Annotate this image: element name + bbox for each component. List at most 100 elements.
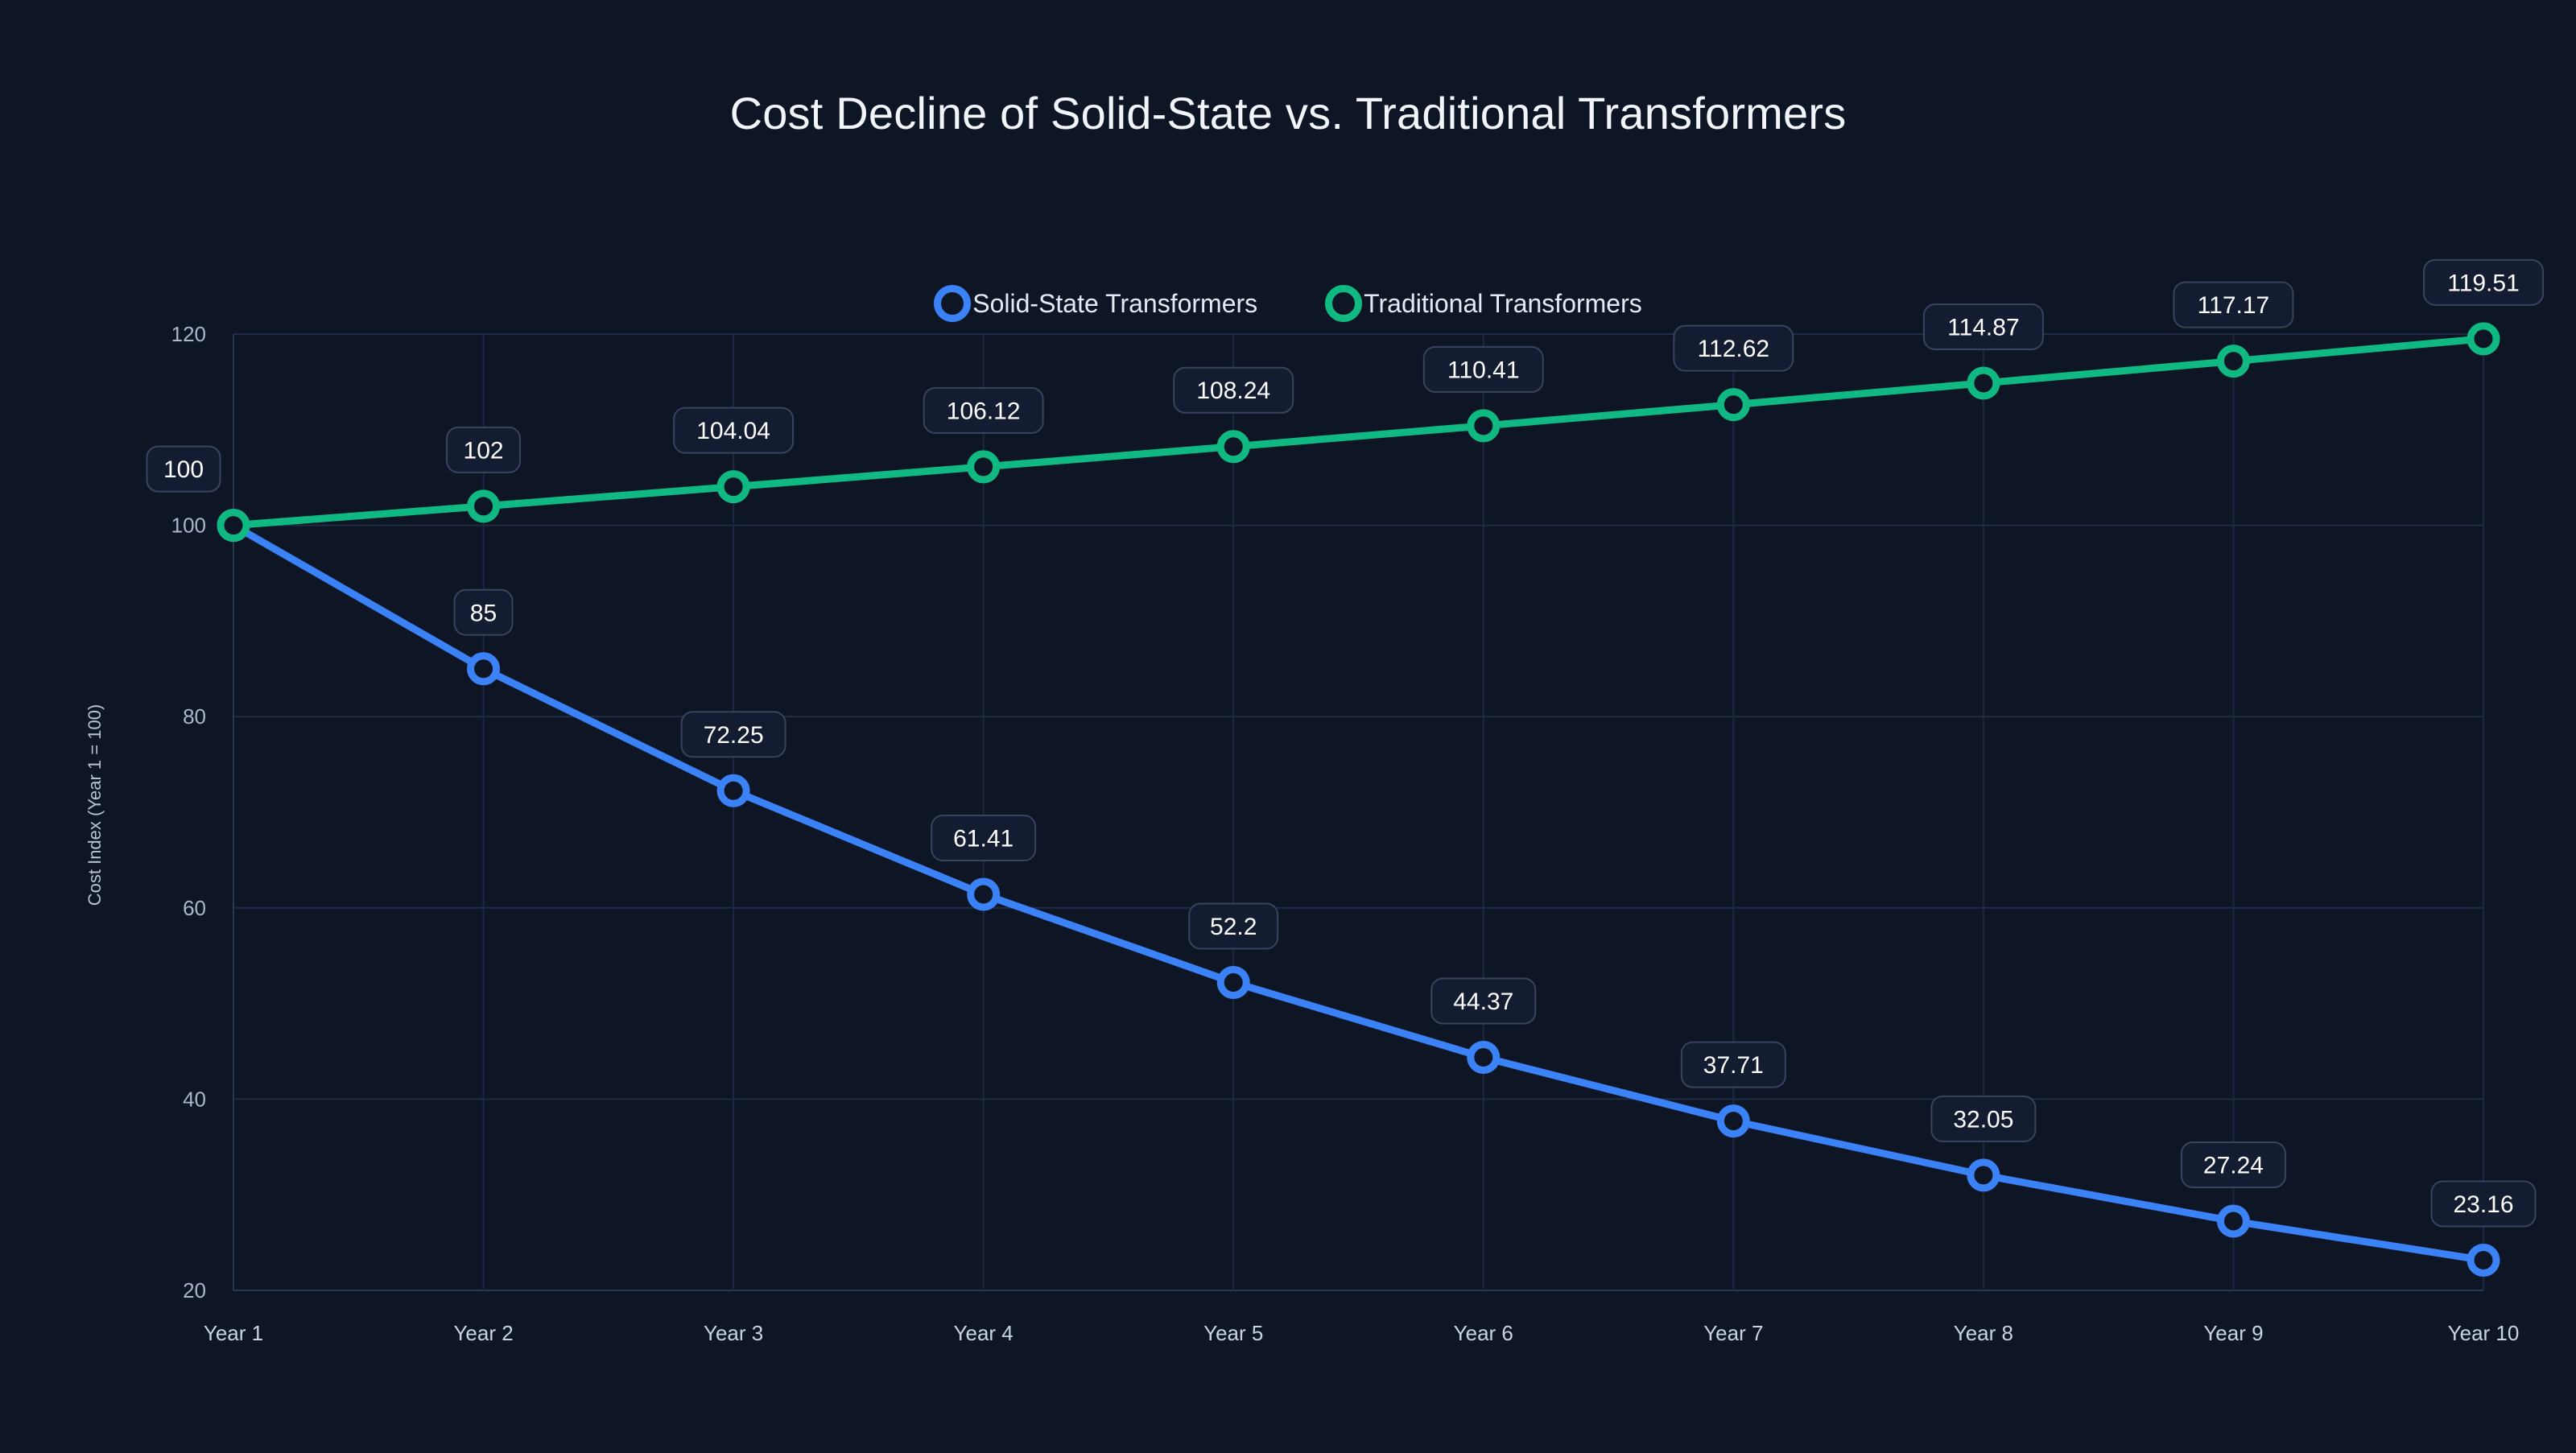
data-point-marker[interactable] [1716, 388, 1750, 422]
data-label: 106.12 [923, 386, 1044, 434]
data-point-marker[interactable] [1467, 1040, 1501, 1074]
legend-label-traditional: Traditional Transformers [1364, 289, 1642, 318]
data-label: 52.2 [1188, 902, 1279, 950]
data-label: 61.41 [931, 815, 1037, 862]
y-tick-label: 40 [183, 1087, 206, 1111]
data-label-text: 37.71 [1703, 1052, 1764, 1079]
data-label: 112.62 [1673, 324, 1794, 372]
data-point-marker[interactable] [467, 489, 501, 523]
data-label-box [453, 588, 514, 636]
data-point-marker[interactable] [2216, 1204, 2250, 1238]
data-label-text: 72.25 [704, 722, 764, 749]
data-label-box [1188, 902, 1279, 950]
x-tick-label: Year 4 [954, 1321, 1013, 1345]
x-tick-label: Year 8 [1954, 1321, 2013, 1345]
chart-legend: Solid-State Transformers Traditional Tra… [0, 285, 2576, 322]
data-point-marker[interactable] [2216, 345, 2250, 378]
x-tick-label: Year 9 [2203, 1321, 2263, 1345]
data-label-text: 23.16 [2453, 1191, 2513, 1218]
data-label-text: 119.51 [2447, 270, 2520, 296]
series-line-1 [229, 335, 2487, 530]
data-label-box [1422, 345, 1544, 393]
data-point-marker[interactable] [2467, 322, 2500, 356]
data-label-text: 44.37 [1453, 989, 1513, 1015]
data-point-marker[interactable] [1216, 430, 1250, 464]
data-label: 100 [146, 445, 221, 493]
legend-item-solid-state[interactable]: Solid-State Transformers [934, 285, 1257, 322]
data-label-text: 61.41 [953, 826, 1013, 852]
data-point-marker[interactable] [1967, 1158, 2000, 1192]
x-tick-label: Year 2 [453, 1321, 513, 1345]
data-label-box [923, 386, 1044, 434]
series-line-0 [229, 522, 2487, 1264]
x-tick-label: Year 5 [1203, 1321, 1263, 1345]
y-tick-label: 120 [171, 322, 206, 346]
data-point-marker[interactable] [1716, 1104, 1750, 1138]
data-label-box [2173, 281, 2294, 328]
data-label-box [1673, 324, 1794, 372]
data-label-box [673, 407, 795, 454]
data-point-marker[interactable] [1216, 965, 1250, 999]
data-point-marker[interactable] [467, 652, 501, 686]
x-tick-label: Year 1 [204, 1321, 263, 1345]
y-axis-title: Cost Index (Year 1 = 100) [85, 704, 105, 906]
x-tick-label: Year 10 [2448, 1321, 2520, 1345]
data-point-marker[interactable] [217, 509, 250, 543]
chart-title: Cost Decline of Solid-State vs. Traditio… [729, 88, 1847, 138]
data-label: 119.51 [2423, 258, 2544, 306]
data-label-box [1173, 366, 1294, 414]
data-label-box [1930, 1095, 2037, 1142]
data-label-box [2430, 1180, 2537, 1228]
data-label: 27.24 [2180, 1141, 2286, 1188]
y-tick-label: 100 [171, 514, 206, 538]
legend-item-traditional[interactable]: Traditional Transformers [1325, 285, 1642, 322]
data-point-marker[interactable] [1467, 409, 1501, 443]
data-label-text: 114.87 [1947, 314, 2020, 341]
data-label-box [931, 815, 1037, 862]
data-label: 102 [446, 426, 522, 473]
data-label-text: 27.24 [2203, 1152, 2264, 1178]
data-label-text: 112.62 [1698, 336, 1770, 362]
data-point-marker[interactable] [716, 470, 750, 504]
data-label-text: 102 [464, 437, 504, 464]
data-point-marker[interactable] [1967, 366, 2000, 400]
data-label-text: 110.41 [1447, 357, 1520, 383]
data-label: 44.37 [1430, 977, 1537, 1025]
data-label: 114.87 [1922, 303, 2044, 350]
data-label-text: 32.05 [1953, 1106, 2013, 1133]
legend-label-solid-state: Solid-State Transformers [972, 289, 1258, 318]
data-label: 37.71 [1680, 1041, 1786, 1088]
y-tick-label: 20 [183, 1278, 206, 1302]
data-label-box [446, 426, 522, 473]
data-label-text: 104.04 [696, 418, 770, 444]
data-label-text: 108.24 [1196, 378, 1270, 404]
data-label-box [2423, 258, 2544, 306]
y-tick-label: 80 [183, 704, 206, 729]
data-label-box [1922, 303, 2044, 350]
x-tick-label: Year 7 [1703, 1321, 1763, 1345]
data-label: 108.24 [1173, 366, 1294, 414]
data-label-box [146, 445, 221, 493]
data-label: 72.25 [680, 711, 786, 758]
data-label-box [2180, 1141, 2286, 1188]
data-label: 85 [453, 588, 514, 636]
data-point-marker[interactable] [967, 450, 1001, 484]
data-label: 110.41 [1422, 345, 1544, 393]
x-tick-label: Year 6 [1454, 1321, 1513, 1345]
data-label-box [1680, 1041, 1786, 1088]
legend-marker-icon-green [1325, 285, 1363, 322]
data-label-text: 100 [163, 456, 204, 483]
data-label: 32.05 [1930, 1095, 2037, 1142]
y-tick-label: 60 [183, 896, 206, 920]
data-point-marker[interactable] [716, 774, 750, 807]
legend-marker-icon-blue [934, 285, 972, 322]
data-label-box [680, 711, 786, 758]
x-tick-label: Year 3 [704, 1321, 763, 1345]
data-point-marker[interactable] [2467, 1243, 2500, 1277]
data-label: 117.17 [2173, 281, 2294, 328]
data-label: 104.04 [673, 407, 795, 454]
data-point-marker[interactable] [967, 877, 1001, 911]
data-label-text: 85 [470, 600, 497, 626]
data-label-box [1430, 977, 1537, 1025]
